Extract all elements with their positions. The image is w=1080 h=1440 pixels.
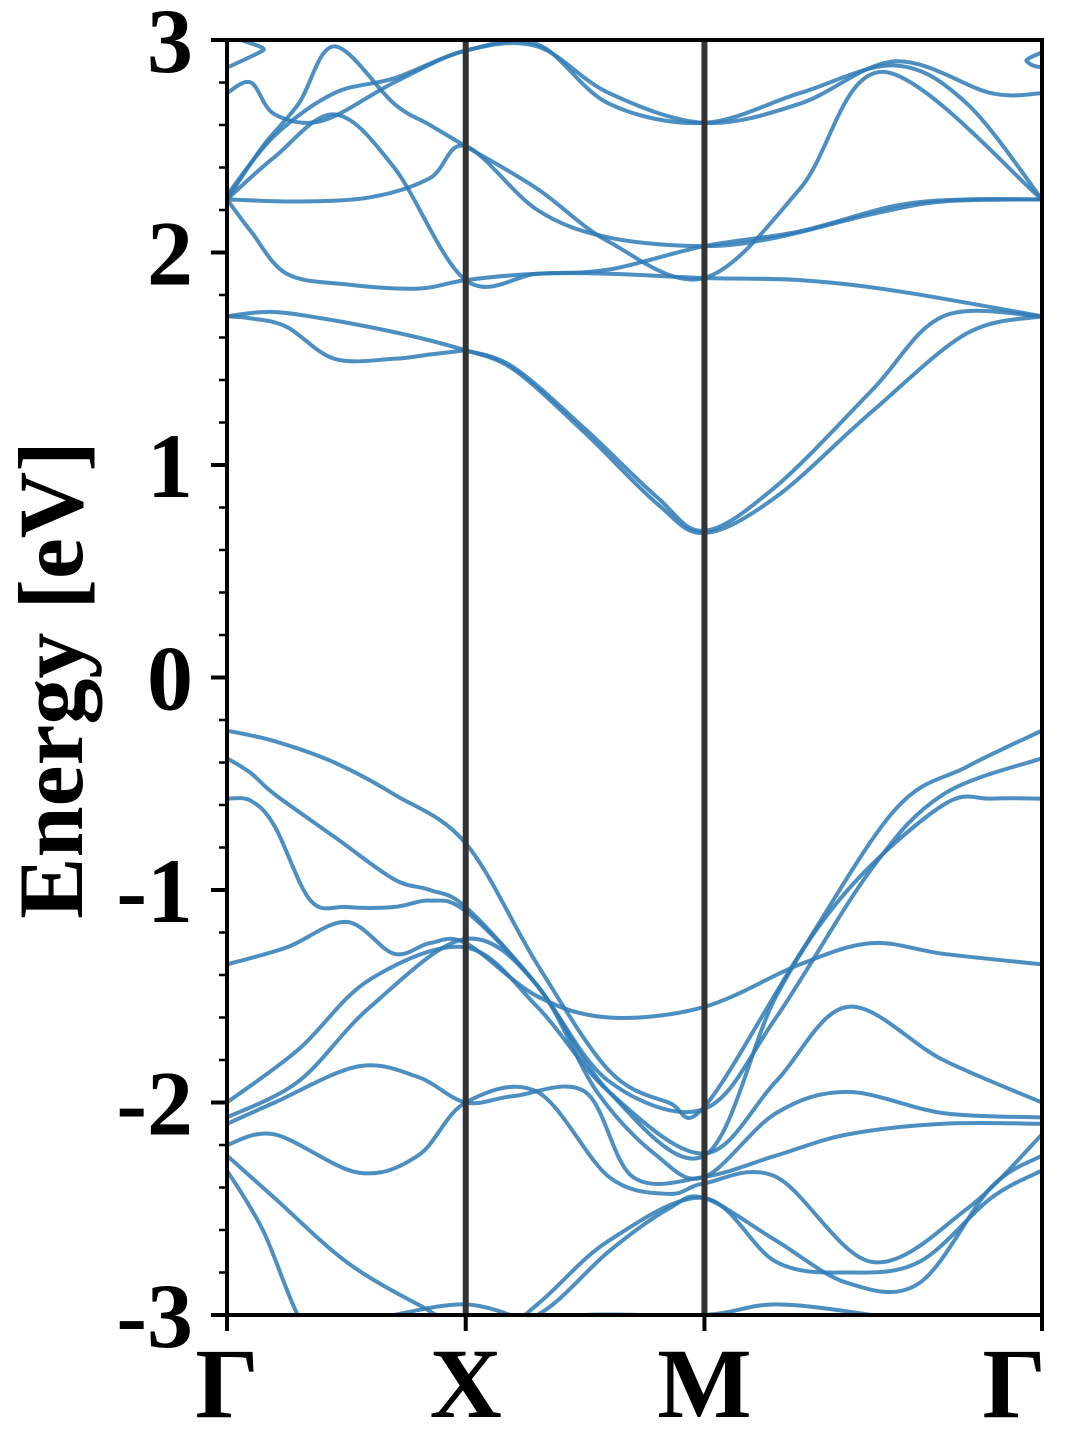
- x-tick-label: Γ: [982, 1328, 1046, 1439]
- x-tick-label: Γ: [195, 1328, 259, 1439]
- y-ticks: 3 2 1 0 -1 -2 -3: [116, 0, 227, 1367]
- band-line-2: [227, 756, 1042, 1115]
- band-line-13: [463, 314, 1042, 536]
- band-line-18: [227, 44, 1042, 282]
- band-line-16: [227, 143, 1042, 249]
- band-line-7: [227, 1063, 1042, 1186]
- y-tick-label: -2: [116, 1053, 193, 1155]
- band-line-9: [227, 1153, 1042, 1315]
- band-line-8: [227, 1084, 1042, 1265]
- y-tick-label: 1: [147, 415, 193, 517]
- k-point-lines: [462, 40, 708, 1315]
- band-line-11: [227, 314, 468, 364]
- band-line-4: [227, 919, 1042, 1020]
- band-line-6: [227, 936, 1042, 1181]
- x-tick-label: X: [430, 1328, 502, 1439]
- y-tick-label: 0: [147, 628, 193, 730]
- band-line-10: [227, 1168, 1042, 1315]
- band-line-14: [463, 308, 1042, 533]
- y-tick-label: -3: [116, 1265, 193, 1367]
- y-tick-label: -1: [116, 840, 193, 942]
- band-line-21: [227, 40, 1042, 70]
- y-tick-label: 2: [147, 203, 193, 305]
- band-line-1: [227, 728, 1042, 1120]
- x-tick-label: M: [657, 1328, 751, 1439]
- band-line-5: [227, 944, 1042, 1156]
- band-line-3: [227, 794, 1042, 1161]
- y-axis-title: Energy [eV]: [0, 441, 102, 919]
- band-line-20: [227, 41, 1042, 126]
- band-lines: [227, 40, 1042, 1315]
- band-line-19: [227, 40, 1042, 202]
- band-line-12: [227, 309, 468, 353]
- y-tick-label: 3: [147, 0, 193, 92]
